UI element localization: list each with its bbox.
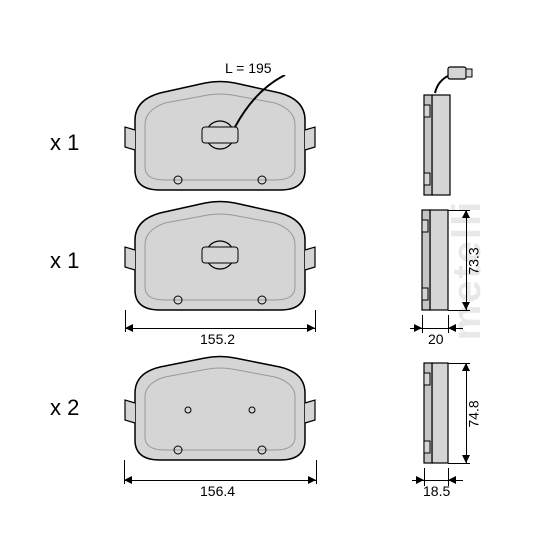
dim-line-w1 bbox=[125, 328, 315, 329]
dim-width-1: 155.2 bbox=[200, 331, 235, 347]
arrow bbox=[124, 476, 132, 484]
arrow bbox=[462, 302, 470, 310]
pad-front-3 bbox=[120, 355, 320, 465]
arrow bbox=[308, 476, 316, 484]
qty-label-2: x 1 bbox=[50, 248, 79, 274]
ext-line bbox=[448, 463, 470, 464]
arrow bbox=[307, 324, 315, 332]
pad-side-sensor bbox=[400, 65, 480, 205]
wire-length-label: L = 195 bbox=[225, 60, 272, 76]
ext-line bbox=[316, 460, 317, 484]
dim-height-1: 73.3 bbox=[466, 247, 482, 274]
dim-height-2: 74.8 bbox=[466, 400, 482, 427]
qty-label-3: x 2 bbox=[50, 395, 79, 421]
ext-line bbox=[315, 310, 316, 332]
pad-front-2 bbox=[120, 200, 320, 320]
ext-line bbox=[422, 315, 423, 333]
dim-line-w2 bbox=[124, 480, 316, 481]
dim-width-2: 156.4 bbox=[200, 483, 235, 499]
diagram-canvas: metelli x 1 x 1 x 2 L = 195 bbox=[0, 0, 540, 540]
pad-side-3 bbox=[412, 358, 462, 468]
ext-line bbox=[448, 310, 470, 311]
arrow bbox=[462, 455, 470, 463]
dim-thick-2: 18.5 bbox=[423, 483, 450, 499]
arrow bbox=[414, 324, 422, 332]
pad-front-sensor bbox=[120, 75, 320, 205]
arrow bbox=[462, 363, 470, 371]
arrow bbox=[448, 324, 456, 332]
arrow bbox=[462, 210, 470, 218]
arrow bbox=[125, 324, 133, 332]
pad-side-2 bbox=[410, 205, 460, 315]
dim-thick-1: 20 bbox=[428, 331, 444, 347]
qty-label-1: x 1 bbox=[50, 130, 79, 156]
